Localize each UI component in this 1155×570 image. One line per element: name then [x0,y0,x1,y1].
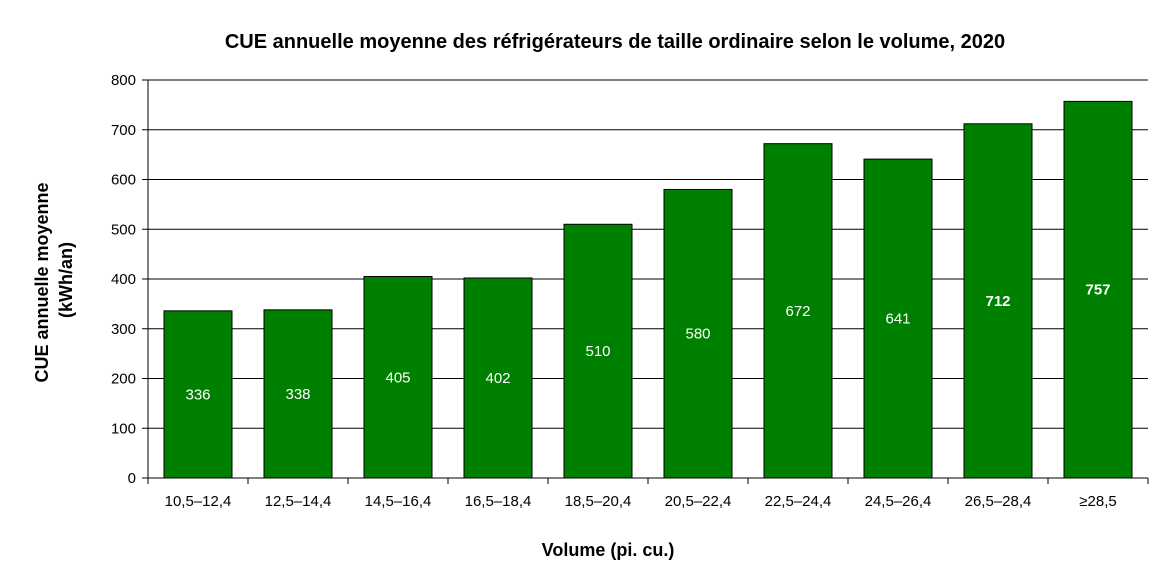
y-tick-label: 400 [111,271,136,288]
data-labels: 336 338 405 402 510 580 672 641 712 757 [185,282,1110,404]
bar [463,277,533,479]
x-category-label: 26,5–28,4 [965,493,1032,510]
x-axis-categories: 10,5–12,4 12,5–14,4 14,5–16,4 16,5–18,4 18,5… [147,478,1149,510]
x-category-label: 22,5–24,4 [765,493,832,510]
y-axis-title-line1: CUE annuelle moyenne [32,182,52,382]
x-category-label: 12,5–14,4 [265,493,332,510]
y-tick-label: 100 [111,420,136,437]
bars [163,100,1133,479]
bar-value-label: 712 [985,293,1010,310]
bar-value-label: 672 [785,303,810,320]
bar-value-label: 757 [1085,282,1110,299]
y-tick-label: 500 [111,221,136,238]
bar-value-label: 405 [385,369,410,386]
y-tick-label: 600 [111,172,136,189]
x-category-label: ≥28,5 [1079,493,1116,510]
x-category-label: 20,5–22,4 [665,493,732,510]
bar [263,309,333,479]
y-axis-ticks: 0 100 200 300 400 500 600 700 800 [111,72,148,487]
y-tick-label: 800 [111,72,136,89]
bar-value-label: 338 [285,386,310,403]
bar-value-label: 336 [185,386,210,403]
bar [963,123,1033,479]
bar-value-label: 641 [885,311,910,328]
x-category-label: 18,5–20,4 [565,493,632,510]
x-category-label: 24,5–26,4 [865,493,932,510]
bar-value-label: 510 [585,343,610,360]
y-tick-label: 0 [128,470,136,487]
x-category-label: 10,5–12,4 [165,493,232,510]
y-tick-label: 200 [111,371,136,388]
bar [163,310,233,479]
bar [763,143,833,479]
y-axis-title: CUE annuelle moyenne (kWh/an) [32,177,76,382]
bar [363,276,433,479]
x-category-label: 16,5–18,4 [465,493,532,510]
x-category-label: 14,5–16,4 [365,493,432,510]
bar [563,223,633,479]
chart-title: CUE annuelle moyenne des réfrigérateurs … [225,31,1005,53]
y-tick-label: 700 [111,122,136,139]
x-axis-title: Volume (pi. cu.) [542,540,675,560]
bar [663,188,733,479]
y-tick-label: 300 [111,321,136,338]
bar-value-label: 402 [485,370,510,387]
bar-value-label: 580 [685,326,710,343]
bar [863,158,933,479]
y-axis-title-line2: (kWh/an) [56,242,76,318]
